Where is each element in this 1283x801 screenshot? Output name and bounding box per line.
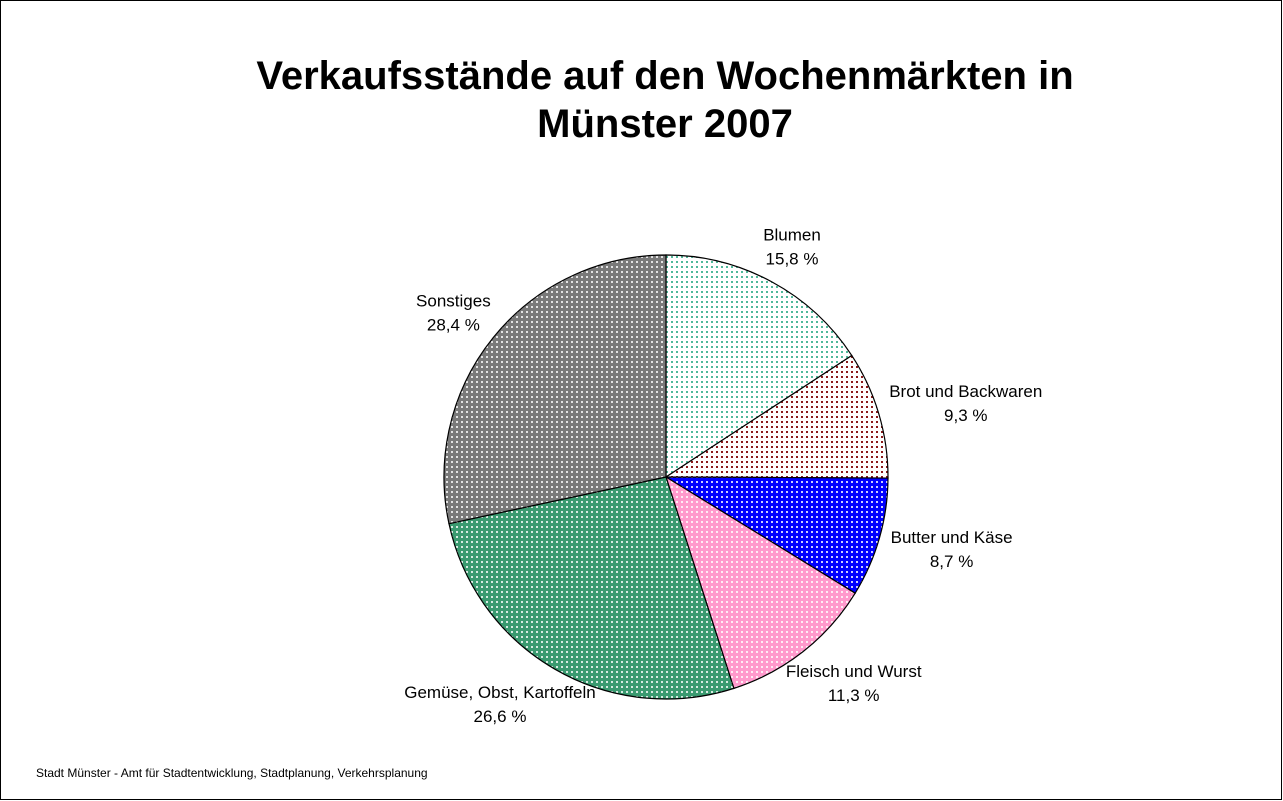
slice-label: Blumen 15,8 % bbox=[763, 226, 821, 269]
slice-label-value: 26,6 % bbox=[474, 707, 527, 726]
chart-title: Verkaufsstände auf den Wochenmärkten in … bbox=[256, 54, 1074, 146]
slice-label-value: 11,3 % bbox=[828, 686, 880, 705]
slice-label-name: Sonstiges bbox=[416, 291, 491, 310]
slice-label-value: 8,7 % bbox=[930, 552, 973, 571]
slice-label: Gemüse, Obst, Kartoffeln 26,6 % bbox=[404, 683, 596, 726]
slice-label: Butter und Käse 8,7 % bbox=[891, 528, 1013, 571]
slice-label-name: Fleisch und Wurst bbox=[786, 662, 922, 681]
pie-slice bbox=[443, 254, 667, 525]
slice-label-value: 9,3 % bbox=[944, 406, 987, 425]
slice-label: Brot und Backwaren 9,3 % bbox=[889, 382, 1042, 425]
slice-label-value: 15,8 % bbox=[766, 250, 819, 269]
pie-slice bbox=[665, 254, 853, 479]
slice-label-value: 28,4 % bbox=[427, 315, 480, 334]
slice-label: Fleisch und Wurst 11,3 % bbox=[786, 662, 922, 705]
pie-slice bbox=[448, 476, 735, 700]
slice-label-name: Gemüse, Obst, Kartoffeln bbox=[404, 683, 596, 702]
slice-label-name: Brot und Backwaren bbox=[889, 382, 1042, 401]
slice-label: Sonstiges 28,4 % bbox=[416, 291, 491, 334]
pie-slice bbox=[663, 476, 889, 595]
slice-label-name: Butter und Käse bbox=[891, 528, 1013, 547]
slice-label-name: Blumen bbox=[763, 226, 821, 245]
pie-slice bbox=[664, 354, 889, 479]
pie-slice bbox=[664, 475, 856, 690]
source-note: Stadt Münster - Amt für Stadtentwicklung… bbox=[36, 766, 428, 780]
